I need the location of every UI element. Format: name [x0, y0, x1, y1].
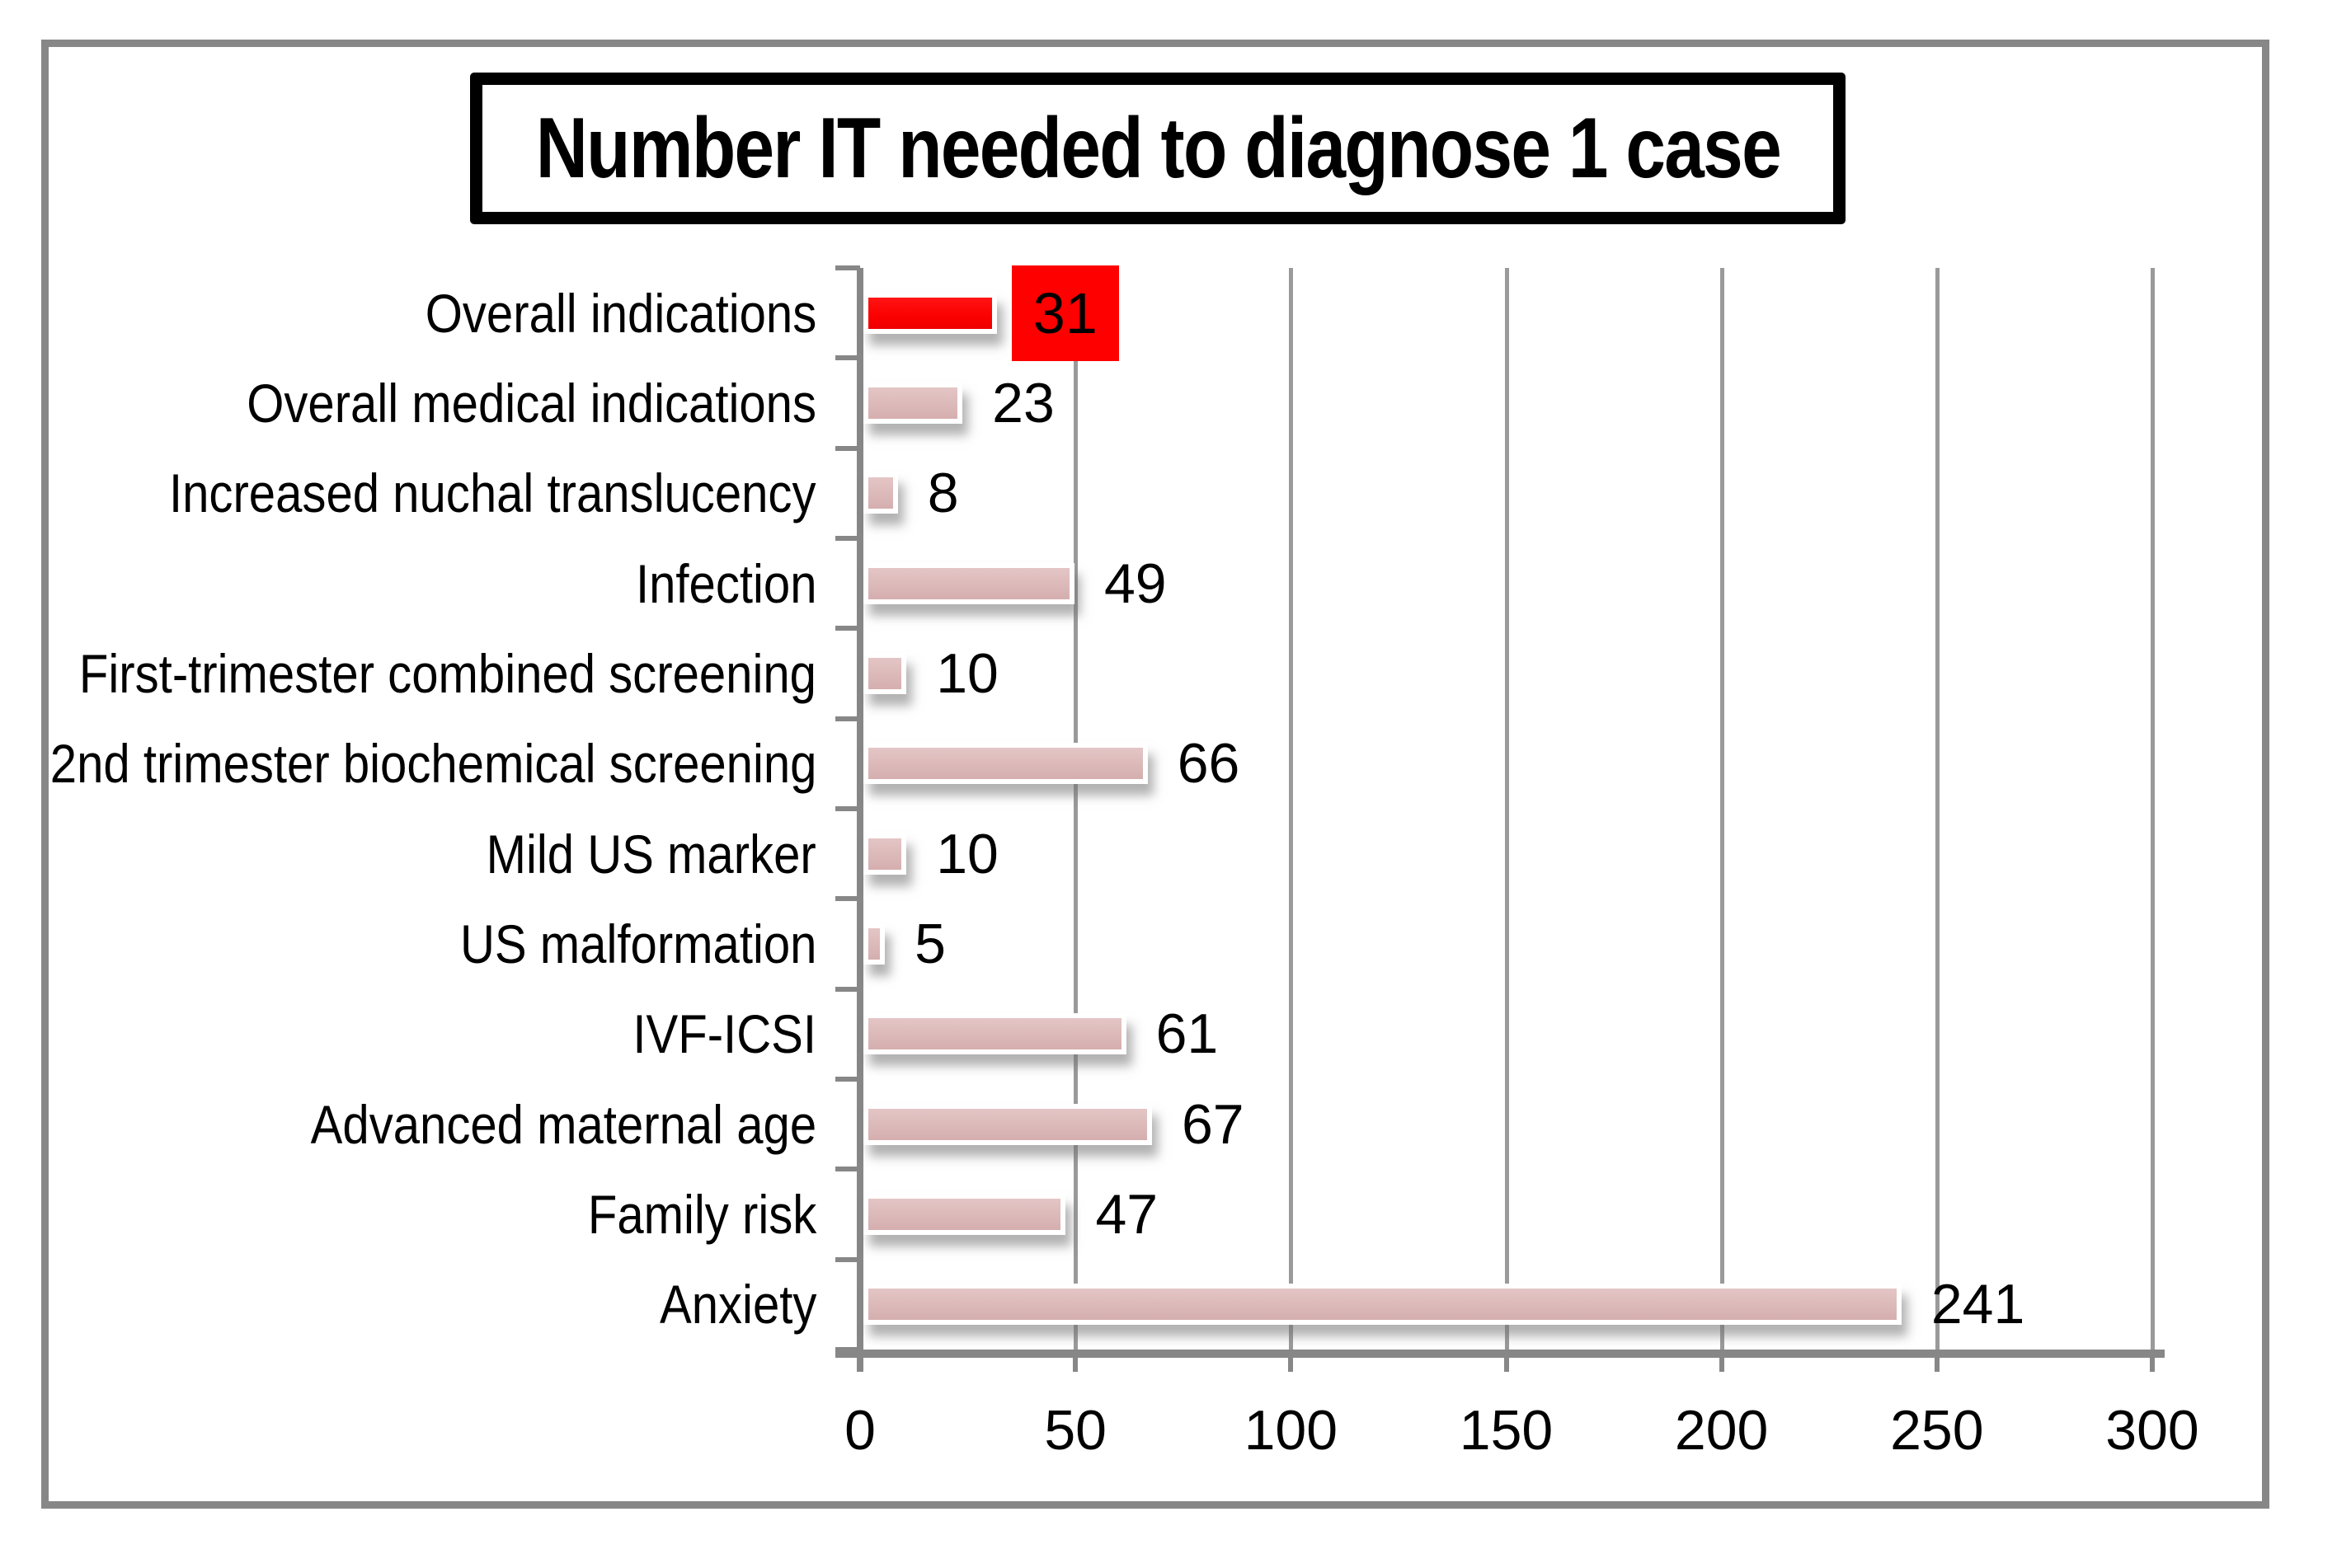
value-label: 67	[1181, 1092, 1244, 1156]
y-axis-tick	[835, 896, 860, 902]
x-tick-label: 0	[844, 1399, 876, 1462]
bar	[863, 1103, 1152, 1145]
y-axis-tick	[835, 626, 860, 631]
x-tick-label: 100	[1244, 1399, 1338, 1462]
category-label: Mild US marker	[33, 809, 816, 899]
category-label-text: Advanced maternal age	[310, 1093, 816, 1155]
category-label-text: 2nd trimester biochemical screening	[49, 733, 816, 795]
x-tick-label: 300	[2105, 1399, 2199, 1462]
bar	[863, 1284, 1902, 1326]
category-label-text: First-trimester combined screening	[78, 642, 816, 704]
value-label: 10	[936, 641, 999, 705]
category-label-text: Increased nuchal translucency	[169, 462, 816, 524]
category-label: Advanced maternal age	[33, 1079, 816, 1169]
bar	[863, 653, 907, 694]
y-axis-tick	[835, 716, 860, 721]
category-label-text: Anxiety	[659, 1274, 816, 1336]
gridline	[1719, 268, 1724, 1350]
y-axis-tick	[835, 1167, 860, 1172]
gridline	[2151, 268, 2155, 1350]
y-axis-tick	[835, 355, 860, 361]
y-axis-line	[857, 268, 863, 1372]
y-axis-tick	[835, 1347, 860, 1352]
gridline	[1289, 268, 1294, 1350]
gridline	[1935, 268, 1940, 1350]
category-label-text: Infection	[635, 552, 816, 614]
gridline	[1504, 268, 1509, 1350]
category-label: Overall medical indications	[33, 358, 816, 448]
bar	[863, 1194, 1066, 1235]
x-axis-tick	[1719, 1350, 1724, 1372]
category-label: Family risk	[33, 1169, 816, 1259]
x-axis-tick	[2150, 1350, 2155, 1372]
value-label: 47	[1095, 1182, 1159, 1246]
value-label: 10	[936, 822, 999, 885]
value-label: 23	[992, 371, 1055, 434]
category-label: 2nd trimester biochemical screening	[33, 719, 816, 809]
chart-frame	[41, 40, 2269, 1509]
bar	[863, 923, 886, 965]
x-tick-label: 250	[1890, 1399, 1984, 1462]
category-label-text: US malformation	[459, 913, 816, 974]
category-label-text: Mild US marker	[486, 823, 816, 885]
category-label: IVF-ICSI	[33, 989, 816, 1079]
y-axis-tick	[835, 986, 860, 992]
category-label: Infection	[33, 538, 816, 628]
bar	[863, 472, 898, 514]
value-label: 241	[1930, 1273, 2025, 1336]
category-label: First-trimester combined screening	[33, 628, 816, 718]
x-axis-tick	[1073, 1350, 1079, 1372]
y-axis-tick	[835, 265, 860, 270]
value-label: 5	[915, 912, 946, 975]
category-label: Anxiety	[33, 1260, 816, 1350]
gridline	[1074, 268, 1079, 1350]
category-label-text: IVF-ICSI	[632, 1003, 816, 1065]
category-label: Increased nuchal translucency	[33, 448, 816, 538]
y-axis-tick	[835, 536, 860, 541]
value-label: 8	[927, 462, 959, 525]
x-axis-tick	[1288, 1350, 1294, 1372]
bar	[863, 1013, 1126, 1055]
x-tick-label: 200	[1674, 1399, 1769, 1462]
value-label-highlight: 31	[1011, 265, 1119, 361]
chart-title: Number IT needed to diagnose 1 case	[535, 100, 1781, 196]
x-tick-label: 50	[1044, 1399, 1107, 1462]
y-axis-tick	[835, 1256, 860, 1262]
bar	[863, 833, 907, 875]
value-label: 49	[1103, 552, 1167, 615]
x-tick-label: 150	[1459, 1399, 1554, 1462]
y-axis-tick	[835, 445, 860, 451]
x-axis-tick	[1934, 1350, 1940, 1372]
category-label: US malformation	[33, 899, 816, 988]
category-label-text: Overall medical indications	[247, 372, 816, 434]
category-label-text: Family risk	[587, 1183, 816, 1245]
y-axis-tick	[835, 806, 860, 811]
bar	[863, 743, 1148, 785]
y-axis-tick	[835, 1077, 860, 1082]
value-label: 66	[1177, 732, 1240, 796]
x-axis-tick	[1503, 1350, 1509, 1372]
bar	[863, 383, 963, 424]
value-label: 61	[1155, 1002, 1219, 1066]
bar	[863, 562, 1074, 604]
category-label-text: Overall indications	[425, 282, 816, 344]
chart-title-box: Number IT needed to diagnose 1 case	[470, 73, 1846, 224]
x-axis-line	[835, 1350, 2165, 1358]
bar-highlight	[863, 292, 997, 334]
category-label: Overall indications	[33, 268, 816, 358]
